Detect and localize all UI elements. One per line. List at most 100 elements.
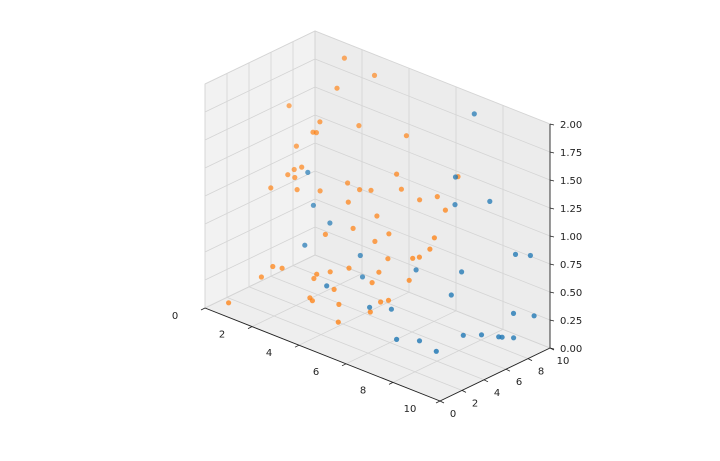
scatter-point-series-1 (531, 313, 537, 319)
x-tick-label: 10 (404, 404, 417, 415)
scatter-point-series-1 (416, 338, 423, 344)
grid-line (314, 58, 551, 153)
scatter-point-series-2 (314, 271, 320, 277)
scatter-point-series-2 (434, 194, 440, 200)
scatter-point-series-2 (385, 256, 391, 262)
scatter-point-series-2 (350, 225, 356, 231)
scatter-point-series-2 (386, 231, 392, 237)
scatter-point-series-2 (331, 286, 337, 292)
scatter-point-series-1 (478, 332, 485, 338)
scatter-point-series-2 (417, 197, 423, 203)
scatter-point-series-2 (279, 265, 285, 271)
x-tick-mark (247, 326, 253, 329)
grid-line (392, 329, 504, 383)
scatter-point-series-2 (371, 72, 378, 78)
grid-line (314, 142, 551, 237)
grid-line (204, 170, 316, 225)
scatter-point-series-1 (471, 111, 477, 117)
scatter-point-series-2 (385, 297, 392, 303)
scatter-point-series-2 (431, 235, 437, 241)
scatter-point-series-2 (313, 130, 319, 136)
scatter-point-series-1 (324, 283, 330, 289)
scatter-point-series-2 (367, 309, 373, 315)
grid-line (251, 273, 363, 327)
scatter-point-series-1 (510, 310, 517, 316)
y-tick-label: 6 (516, 377, 522, 388)
z-tick-mark (549, 347, 555, 350)
grid-line (204, 58, 316, 113)
grid-line (345, 310, 457, 365)
grid-line (204, 198, 316, 253)
scatter-point-series-2 (406, 277, 412, 283)
grid-line (314, 30, 551, 125)
scatter-point-series-2 (442, 207, 448, 213)
grid-line (204, 142, 316, 197)
scatter-point-series-2 (285, 172, 291, 178)
scatter-point-series-2 (394, 171, 400, 177)
x-tick-label: 2 (219, 330, 225, 341)
z-tick-label: 2.00 (560, 120, 582, 131)
scatter-point-series-1 (359, 274, 366, 280)
scatter-point-series-2 (286, 103, 292, 109)
scatter-point-series-2 (341, 55, 347, 61)
y-tick-mark (461, 390, 467, 393)
scatter-point-series-2 (345, 180, 351, 186)
scatter-point-series-2 (309, 298, 315, 304)
scatter-point-series-2 (299, 164, 305, 170)
scatter-point-series-1 (413, 267, 419, 273)
scatter-point-series-2 (398, 186, 404, 192)
scatter-point-series-1 (459, 269, 465, 275)
scatter-point-series-1 (512, 251, 519, 257)
grid-line (248, 286, 485, 381)
scatter-point-series-2 (311, 275, 317, 282)
x-tick-mark (200, 307, 206, 311)
scatter-point-series-2 (327, 269, 333, 275)
z-tick-mark (549, 263, 555, 266)
scatter-point-series-2 (369, 280, 375, 286)
scatter-point-series-2 (368, 187, 374, 193)
scatter-point-series-1 (452, 174, 459, 180)
scatter-point-series-1 (310, 202, 316, 208)
scatter-point-series-1 (302, 242, 308, 248)
scatter-point-series-2 (226, 300, 232, 306)
z-tick-mark (549, 179, 555, 182)
scatter-point-series-2 (345, 199, 351, 205)
grid-line (204, 30, 316, 85)
z-tick-label: 1.75 (560, 148, 582, 159)
scatter-point-series-2 (334, 85, 340, 91)
scatter-point-series-2 (427, 246, 433, 252)
z-tick-mark (549, 319, 555, 322)
y-tick-mark (505, 368, 511, 372)
grid-line (204, 226, 316, 281)
scatter-point-series-2 (376, 269, 382, 275)
z-tick-mark (549, 151, 555, 154)
scatter-point-series-2 (416, 254, 422, 260)
scatter-point-series-1 (496, 334, 502, 340)
x-tick-mark (388, 382, 394, 385)
x-tick-label: 6 (313, 367, 319, 378)
z-tick-mark (549, 235, 555, 238)
grid-line (314, 114, 551, 209)
scatter-point-series-1 (327, 220, 333, 226)
scatter-point-series-2 (317, 188, 323, 194)
grid-line (292, 265, 529, 359)
z-tick-mark (549, 207, 555, 210)
y-tick-label: 8 (538, 367, 544, 378)
scatter-point-series-1 (367, 304, 373, 310)
x-tick-mark (435, 400, 441, 404)
scatter-point-series-2 (410, 255, 416, 261)
x-tick-label: 4 (266, 348, 272, 359)
scatter-point-series-2 (403, 133, 409, 139)
scatter-point-series-2 (356, 123, 362, 129)
grid-line (314, 198, 551, 293)
z-tick-label: 1.00 (560, 232, 582, 243)
grid-line (204, 114, 316, 169)
scatter-point-series-1 (394, 336, 400, 342)
z-tick-label: 0.75 (560, 260, 582, 271)
z-tick-label: 0.50 (560, 288, 582, 299)
x-tick-mark (294, 344, 300, 348)
y-tick-label: 4 (494, 388, 500, 399)
scatter-point-series-2 (346, 265, 352, 271)
scatter-point-series-2 (336, 301, 342, 307)
